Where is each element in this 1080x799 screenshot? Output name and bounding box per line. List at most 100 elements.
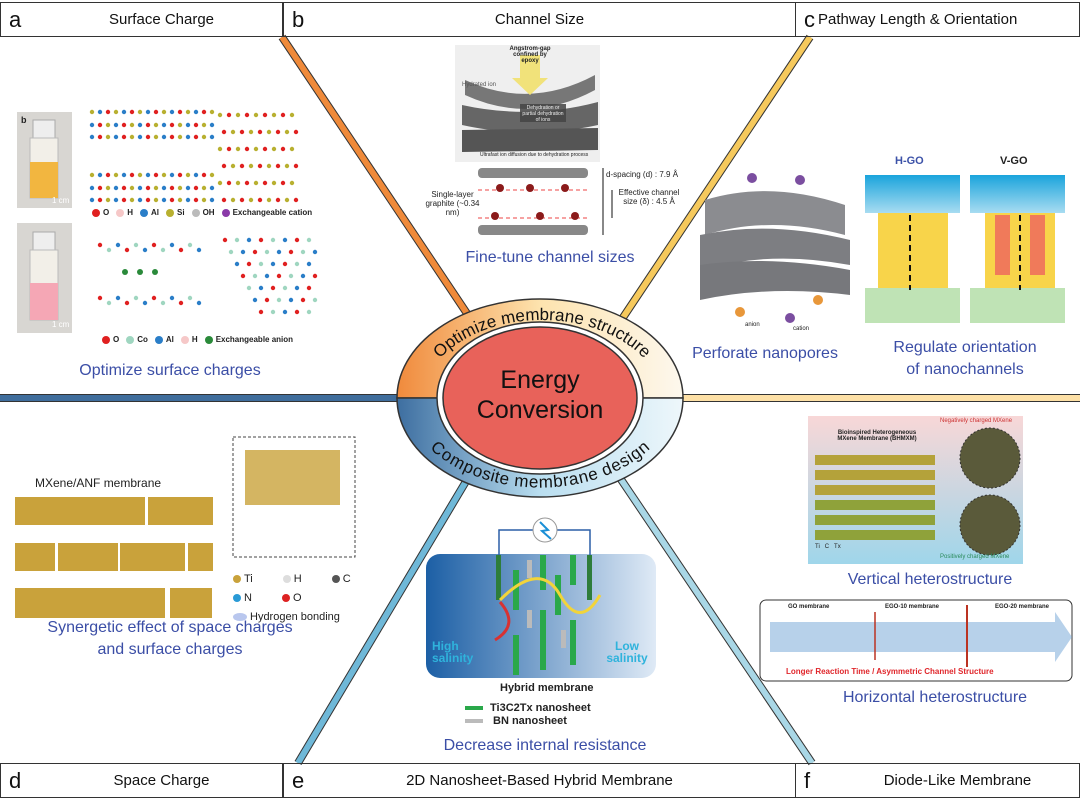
atom: [122, 269, 128, 275]
caption-synergetic: Synergetic effect of space charges and s…: [47, 619, 293, 658]
atom: [230, 163, 236, 169]
atom: [193, 197, 199, 203]
caption-perforate: Perforate nanopores: [692, 345, 838, 362]
graphite-label: Single-layer graphite (~0.34 nm): [425, 190, 480, 217]
atom: [105, 185, 111, 191]
atom: [253, 146, 259, 152]
d-spacing-label: d-spacing (d) : 7.9 Å: [606, 170, 679, 179]
atom: [137, 269, 143, 275]
atom: [201, 172, 207, 178]
hybrid-membrane-diagram: [426, 517, 656, 723]
atom: [270, 261, 276, 267]
atom: [185, 172, 191, 178]
atom: [129, 134, 135, 140]
atom: [89, 122, 95, 128]
atom: [193, 134, 199, 140]
atom: [275, 129, 281, 135]
atom: [89, 197, 95, 203]
atom: [276, 297, 282, 303]
atom: [89, 185, 95, 191]
atom: [137, 134, 143, 140]
header-space-charge: d Space Charge: [0, 763, 283, 798]
atom: [293, 163, 299, 169]
atom: [129, 122, 135, 128]
atom: [280, 180, 286, 186]
scale-label: 1 cm: [52, 196, 70, 205]
atom: [105, 122, 111, 128]
panel-letter: a: [9, 6, 22, 32]
atom: [145, 172, 151, 178]
atom: [97, 122, 103, 128]
anion-label: anion: [745, 322, 760, 328]
atom: [115, 295, 121, 301]
atom: [177, 197, 183, 203]
bhmxm-label: Bioinspired Heterogeneous MXene Membrane…: [837, 430, 917, 442]
atom: [169, 172, 175, 178]
high-salinity-label: High salinity: [432, 639, 474, 665]
atom: [239, 129, 245, 135]
crystal-structures: [89, 109, 318, 315]
atom: [145, 197, 151, 203]
legend-cation: O H Al Si OH Exchangeable cation: [85, 208, 312, 217]
atom: [97, 295, 103, 301]
atom: [145, 185, 151, 191]
atom: [228, 249, 234, 255]
atom: [294, 309, 300, 315]
caption-vertical: Vertical heterostructure: [847, 571, 1013, 588]
atom: [258, 309, 264, 315]
atom: [196, 300, 202, 306]
atom: [248, 197, 254, 203]
atom: [105, 197, 111, 203]
atom: [300, 249, 306, 255]
atom: [294, 237, 300, 243]
atom: [169, 242, 175, 248]
atom: [193, 185, 199, 191]
atom: [289, 112, 295, 118]
graphene-stack-image: [455, 45, 600, 162]
atom: [161, 122, 167, 128]
atom: [160, 300, 166, 306]
atom: [230, 197, 236, 203]
header-channel-size: b Channel Size: [283, 2, 796, 37]
atom: [300, 273, 306, 279]
atom: [169, 197, 175, 203]
ego10-label: EGO-10 membrane: [885, 604, 940, 610]
atom: [185, 185, 191, 191]
atom: [289, 146, 295, 152]
atom: [169, 295, 175, 301]
diffusion-note: Ultrafast ion diffusion due to dehydrati…: [480, 152, 589, 158]
atom: [121, 134, 127, 140]
atom: [137, 109, 143, 115]
atom: [312, 249, 318, 255]
scale-label: 1 cm: [52, 320, 70, 329]
atom: [201, 134, 207, 140]
caption-orientation: Regulate orientation of nanochannels: [893, 339, 1037, 378]
atom: [284, 129, 290, 135]
atom: [209, 109, 215, 115]
atom: [187, 242, 193, 248]
atom: [177, 185, 183, 191]
atom: [129, 185, 135, 191]
atom: [177, 172, 183, 178]
atom: [306, 261, 312, 267]
atom: [264, 297, 270, 303]
atom: [312, 273, 318, 279]
atom: [284, 163, 290, 169]
panel-letter: e: [292, 767, 305, 793]
atom: [121, 109, 127, 115]
atom: [113, 185, 119, 191]
atom: [239, 163, 245, 169]
atom: [97, 185, 103, 191]
atom: [264, 273, 270, 279]
atom: [306, 237, 312, 243]
panel-letter: c: [804, 6, 815, 32]
atom: [106, 300, 112, 306]
panel-title: 2D Nanosheet-Based Hybrid Membrane: [406, 772, 673, 789]
atom: [113, 109, 119, 115]
atom: [169, 122, 175, 128]
atom: [246, 237, 252, 243]
atom: [89, 172, 95, 178]
atom: [226, 146, 232, 152]
atom: [178, 300, 184, 306]
atom: [209, 197, 215, 203]
